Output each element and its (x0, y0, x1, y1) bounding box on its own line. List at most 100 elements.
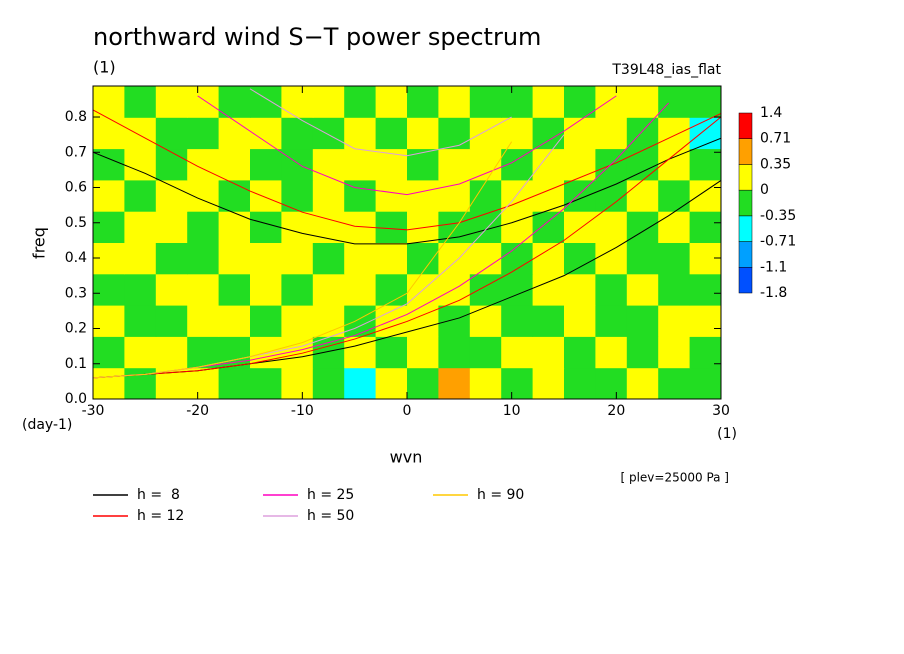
field-cell (155, 86, 188, 118)
field-cell (93, 367, 125, 399)
field-cell (595, 242, 628, 275)
field (93, 86, 721, 399)
y-tick-label: 0.1 (65, 356, 87, 372)
field-cell (658, 305, 691, 337)
field-cell (626, 86, 659, 118)
y-unit: (day-1) (22, 417, 72, 433)
field-cell (595, 336, 628, 369)
subtitle: (1) (93, 58, 116, 77)
field-cell (438, 242, 471, 275)
colorbar-box (738, 267, 753, 294)
field-cell (438, 148, 471, 181)
field-cell (124, 273, 157, 306)
field-cell (124, 367, 157, 399)
field-cell (658, 179, 691, 212)
x-tick-label: -20 (186, 403, 209, 419)
field-cell (93, 117, 125, 150)
field-cell (93, 179, 125, 212)
field-cell (626, 179, 659, 212)
colorbar-label: -1.8 (760, 285, 787, 301)
field-cell (218, 179, 251, 212)
colorbar-label: 0.35 (760, 156, 791, 172)
field-cell (187, 211, 220, 243)
field-cell (407, 86, 439, 118)
field-cell (124, 336, 157, 369)
field-cell (124, 179, 157, 212)
field-cell (532, 242, 565, 275)
field-cell (250, 179, 282, 212)
field-cell (187, 367, 220, 399)
field-cell (689, 117, 721, 150)
field-cell (344, 117, 377, 150)
field-cell (218, 242, 251, 275)
field-cell (407, 242, 439, 275)
colorbar-box (738, 241, 753, 268)
field-cell (187, 242, 220, 275)
field-cell (532, 211, 565, 243)
field-cell (595, 86, 628, 118)
chart-title: northward wind S−T power spectrum (93, 23, 541, 51)
field-cell (93, 211, 125, 243)
dispersion-curve (93, 109, 721, 231)
field-cell (658, 336, 691, 369)
y-tick-label: 0.6 (65, 180, 87, 196)
field-cell (218, 336, 251, 369)
field-cell (501, 86, 534, 118)
y-tick-label: 0.5 (65, 215, 87, 231)
field-cell (564, 211, 596, 243)
y-axis-label: freq (30, 227, 49, 259)
field-cell (250, 305, 282, 337)
field-cell (501, 242, 534, 275)
x-tick-label: 0 (403, 403, 412, 419)
curves (93, 88, 721, 379)
field-cell (689, 148, 721, 181)
field-cell (501, 336, 534, 369)
field-cell (375, 273, 408, 306)
field-cell (281, 242, 314, 275)
field-cell (187, 117, 220, 150)
field-cell (93, 148, 125, 181)
field-cell (281, 86, 314, 118)
field-cell (375, 86, 408, 118)
field-cell (187, 336, 220, 369)
field-cell (501, 273, 534, 306)
field-cell (438, 367, 471, 399)
field-cell (155, 305, 188, 337)
field-cell (501, 367, 534, 399)
colorbar-label: 1.4 (760, 105, 782, 121)
field-cell (626, 273, 659, 306)
field-cell (532, 367, 565, 399)
field-cell (124, 148, 157, 181)
field-cell (532, 148, 565, 181)
field-cell (187, 86, 220, 118)
field-cell (438, 273, 471, 306)
field-cell (564, 86, 596, 118)
field-cell (626, 367, 659, 399)
field-cell (626, 148, 659, 181)
x-tick-label: -30 (82, 403, 105, 419)
field-cell (626, 242, 659, 275)
field-cell (564, 367, 596, 399)
field-cell (658, 242, 691, 275)
field-cell (218, 117, 251, 150)
colorbar-label: 0 (760, 182, 769, 198)
field-cell (626, 117, 659, 150)
field-cell (407, 117, 439, 150)
field-cell (124, 86, 157, 118)
dispersion-curve (93, 141, 513, 379)
field-cell (564, 305, 596, 337)
field-cell (312, 242, 345, 275)
field-cell (218, 211, 251, 243)
field-cell (438, 211, 471, 243)
field-cell (595, 367, 628, 399)
field-cell (124, 117, 157, 150)
x-tick-label: 10 (503, 403, 521, 419)
field-cell (469, 117, 502, 150)
field-cell (407, 305, 439, 337)
x-axis-label: wvn (390, 448, 423, 467)
dispersion-curve (93, 116, 721, 379)
field-cell (595, 273, 628, 306)
field-cell (312, 117, 345, 150)
field-cell (564, 273, 596, 306)
field-cell (344, 179, 377, 212)
